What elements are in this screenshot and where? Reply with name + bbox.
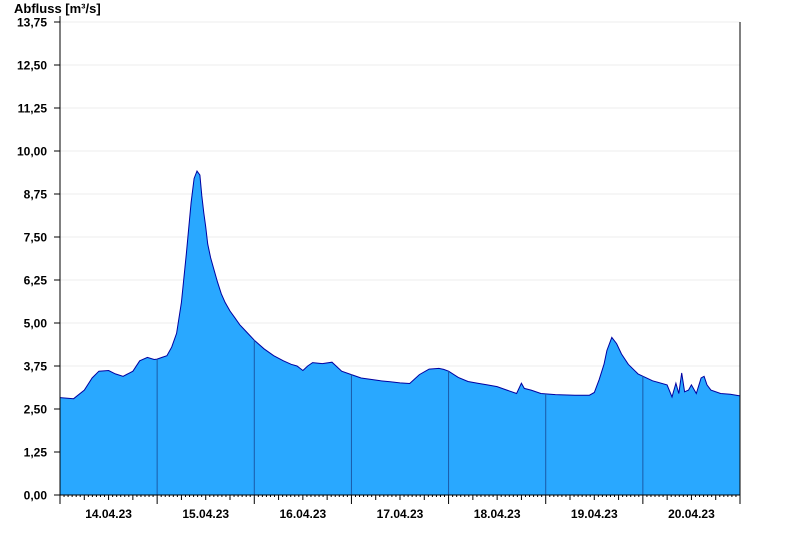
- y-tick-label: 12,50: [17, 59, 47, 73]
- y-tick-label: 7,50: [24, 231, 48, 245]
- y-tick-label: 3,75: [24, 360, 48, 374]
- y-tick-label: 6,25: [24, 274, 48, 288]
- x-tick-label: 19.04.23: [571, 507, 618, 521]
- y-tick-label: 8,75: [24, 188, 48, 202]
- y-tick-label: 2,50: [24, 403, 48, 417]
- y-axis-label: Abfluss [m³/s]: [14, 1, 101, 16]
- y-tick-label: 0,00: [24, 489, 48, 503]
- x-tick-label: 20.04.23: [668, 507, 715, 521]
- x-tick-label: 18.04.23: [474, 507, 521, 521]
- day-separators: [156, 340, 644, 495]
- series-fill: [60, 171, 740, 495]
- y-tick-label: 1,25: [24, 446, 48, 460]
- y-tick-label: 10,00: [17, 145, 47, 159]
- x-tick-label: 15.04.23: [182, 507, 229, 521]
- y-tick-label: 11,25: [18, 102, 48, 116]
- x-tick-label: 16.04.23: [279, 507, 326, 521]
- y-tick-label: 5,00: [24, 317, 48, 331]
- series-area: [59, 169, 741, 495]
- y-tick-labels: 0,00 1,25 2,50 3,75 5,00 6,25 7,50 8,75 10,00 11,…: [17, 16, 47, 503]
- axes: [54, 16, 741, 504]
- x-tick-labels: 14.04.23 15.04.23 16.04.23 17.04.23 18.04.23…: [85, 507, 715, 521]
- x-tick-label: 17.04.23: [377, 507, 424, 521]
- series-line: [59, 169, 741, 400]
- y-tick-label: 13,75: [17, 16, 47, 30]
- x-tick-label: 14.04.23: [85, 507, 132, 521]
